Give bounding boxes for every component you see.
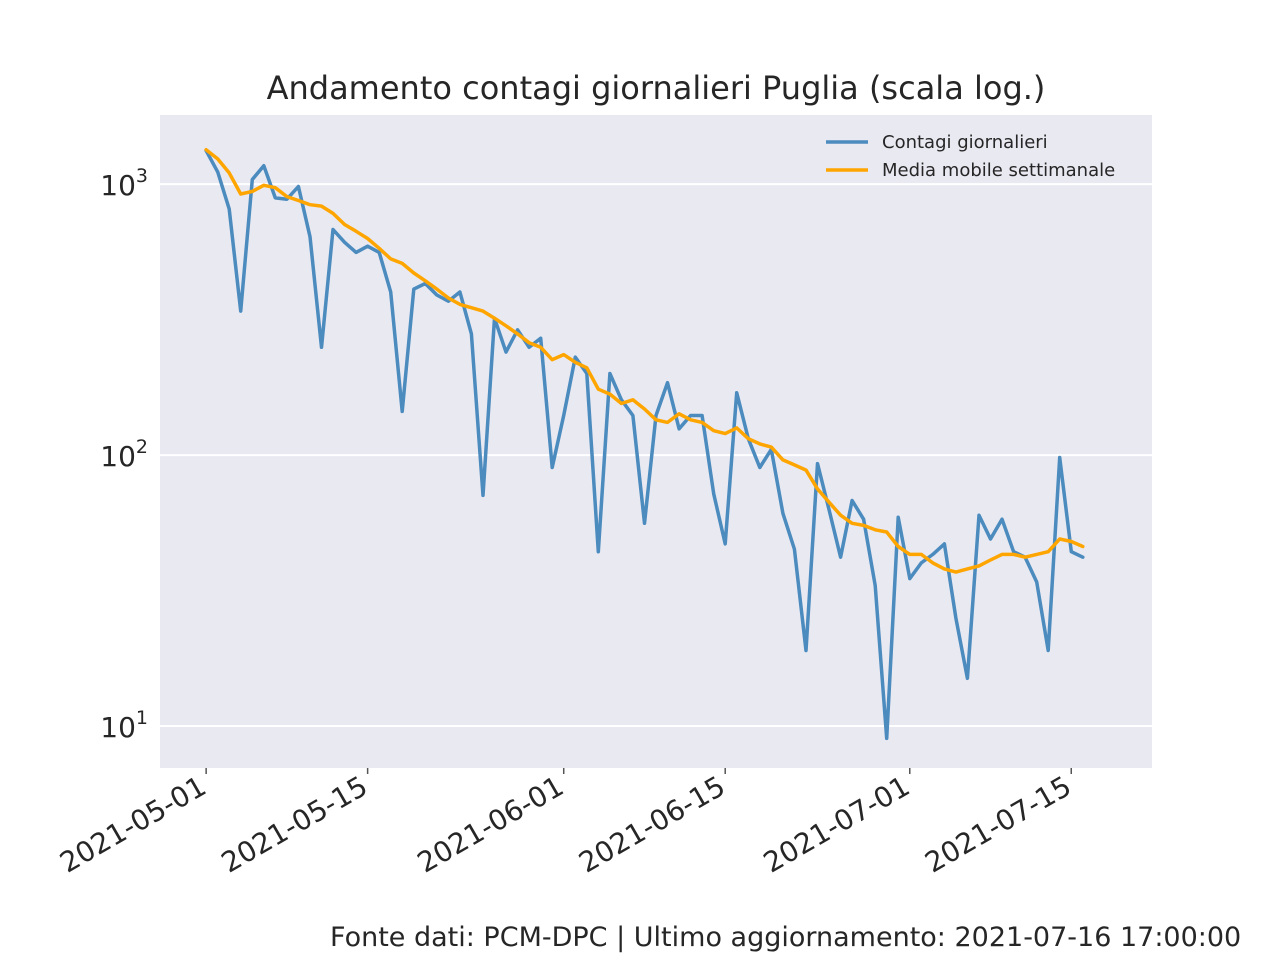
- series-layer: [204, 147, 1085, 741]
- grid-lines: [160, 183, 1152, 728]
- y-tick-label: 103: [100, 165, 148, 202]
- x-tick-label: 2021-07-15: [919, 769, 1076, 879]
- legend-label: Media mobile settimanale: [882, 160, 1115, 181]
- x-tick-label: 2021-05-15: [216, 769, 373, 879]
- x-tick-label: 2021-06-15: [573, 769, 730, 879]
- y-axis: 101 102 103: [100, 165, 148, 744]
- x-axis: 2021-05-01 2021-05-15 2021-06-01 2021-06-15…: [54, 768, 1077, 879]
- plot-area: [160, 115, 1152, 768]
- y-tick-label: 101: [100, 707, 148, 744]
- footer-source: Fonte dati: PCM-DPC | Ultimo aggiornamen…: [330, 922, 1242, 953]
- series-line-contagi: [204, 148, 1085, 741]
- legend: Contagi giornalieri Media mobile settiman…: [826, 132, 1115, 181]
- chart-title: Andamento contagi giornalieri Puglia (sc…: [267, 69, 1046, 107]
- y-tick-label: 102: [100, 436, 148, 473]
- legend-label: Contagi giornalieri: [882, 132, 1048, 153]
- x-tick-label: 2021-05-01: [54, 769, 211, 879]
- series-line-media-mobile: [204, 147, 1085, 574]
- x-tick-label: 2021-06-01: [412, 769, 569, 879]
- x-tick-label: 2021-07-01: [758, 769, 915, 879]
